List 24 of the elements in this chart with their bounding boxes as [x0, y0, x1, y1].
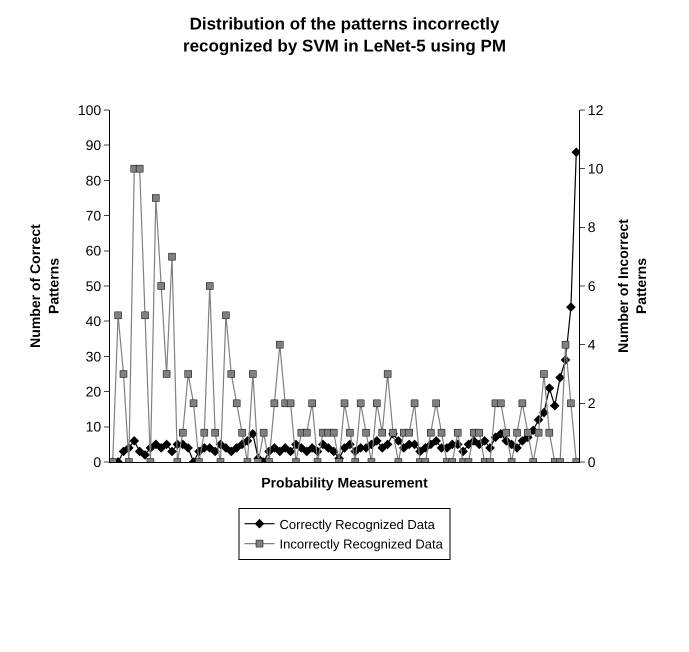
- y2-tick-label: 2: [588, 395, 596, 412]
- y2-tick-label: 12: [588, 102, 604, 118]
- y-tick-label: 10: [86, 418, 102, 435]
- y2-tick-label: 8: [588, 219, 596, 236]
- legend-label: Incorrectly Recognized Data: [280, 536, 444, 552]
- y-tick-label: 80: [86, 172, 102, 188]
- y-tick-label: 30: [86, 348, 102, 364]
- y-tick-label: 60: [86, 242, 102, 259]
- y-tick-label: 70: [86, 208, 102, 224]
- y2-tick-label: 0: [588, 454, 596, 470]
- y2-axis-title: Number of Incorrect Patterns: [614, 218, 650, 353]
- y-tick-label: 0: [93, 454, 102, 470]
- y-tick-label: 40: [86, 313, 102, 330]
- y-tick-label: 20: [86, 384, 102, 400]
- y-axis-title: Number of Correct Patterns: [27, 224, 62, 348]
- legend-label: Correctly Recognized Data: [280, 516, 436, 532]
- y2-tick-label: 10: [588, 160, 604, 177]
- y-tick-label: 50: [86, 278, 102, 294]
- y-tick-label: 100: [78, 102, 102, 118]
- y2-tick-label: 6: [588, 278, 596, 294]
- x-axis-title: Probability Measurement: [261, 474, 428, 490]
- y2-tick-label: 4: [588, 336, 596, 353]
- y-tick-label: 90: [86, 137, 102, 154]
- chart-title: Distribution of the patterns incorrectly recognized by SVM in LeNet-5 using PM: [182, 14, 506, 56]
